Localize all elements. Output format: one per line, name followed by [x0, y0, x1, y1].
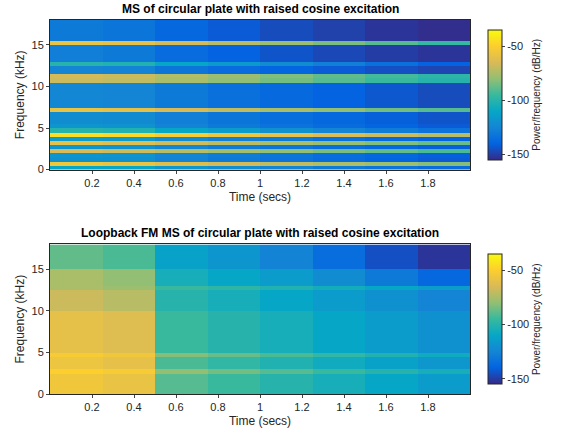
svg-text:5: 5 — [38, 122, 44, 134]
svg-text:1.8: 1.8 — [420, 401, 435, 413]
svg-text:Time (secs): Time (secs) — [229, 414, 291, 428]
svg-text:0.2: 0.2 — [84, 401, 99, 413]
svg-text:-50: -50 — [507, 264, 523, 276]
svg-text:Frequency (kHz): Frequency (kHz) — [13, 275, 27, 364]
svg-text:15: 15 — [32, 39, 44, 51]
svg-text:0.6: 0.6 — [168, 401, 183, 413]
svg-text:1.4: 1.4 — [336, 177, 351, 189]
svg-text:-150: -150 — [507, 373, 529, 385]
svg-text:0.8: 0.8 — [210, 177, 225, 189]
svg-text:0.6: 0.6 — [168, 177, 183, 189]
svg-text:15: 15 — [32, 263, 44, 275]
svg-text:1.8: 1.8 — [420, 177, 435, 189]
svg-text:-100: -100 — [507, 318, 529, 330]
svg-text:1.4: 1.4 — [336, 401, 351, 413]
svg-text:0.4: 0.4 — [126, 401, 141, 413]
svg-text:1.6: 1.6 — [378, 401, 393, 413]
svg-text:10: 10 — [32, 80, 44, 92]
svg-text:Power/frequency (dB/Hz): Power/frequency (dB/Hz) — [531, 39, 542, 151]
svg-text:1: 1 — [257, 177, 263, 189]
svg-text:0.2: 0.2 — [84, 177, 99, 189]
svg-text:0: 0 — [38, 163, 44, 175]
svg-text:Frequency (kHz): Frequency (kHz) — [13, 50, 27, 139]
svg-text:Power/frequency (dB/Hz): Power/frequency (dB/Hz) — [531, 263, 542, 375]
svg-text:-150: -150 — [507, 148, 529, 160]
svg-text:MS of circular plate with rais: MS of circular plate with raised cosine … — [122, 2, 399, 16]
svg-text:5: 5 — [38, 346, 44, 358]
svg-text:-100: -100 — [507, 94, 529, 106]
svg-text:1.2: 1.2 — [294, 177, 309, 189]
svg-text:10: 10 — [32, 305, 44, 317]
svg-text:Loopback FM MS of circular pla: Loopback FM MS of circular plate with ra… — [81, 226, 439, 240]
svg-text:Time (secs): Time (secs) — [229, 190, 291, 204]
svg-text:-50: -50 — [507, 40, 523, 52]
svg-text:1.6: 1.6 — [378, 177, 393, 189]
svg-text:0: 0 — [38, 388, 44, 400]
svg-text:0.4: 0.4 — [126, 177, 141, 189]
svg-text:1: 1 — [257, 401, 263, 413]
svg-text:0.8: 0.8 — [210, 401, 225, 413]
svg-text:1.2: 1.2 — [294, 401, 309, 413]
